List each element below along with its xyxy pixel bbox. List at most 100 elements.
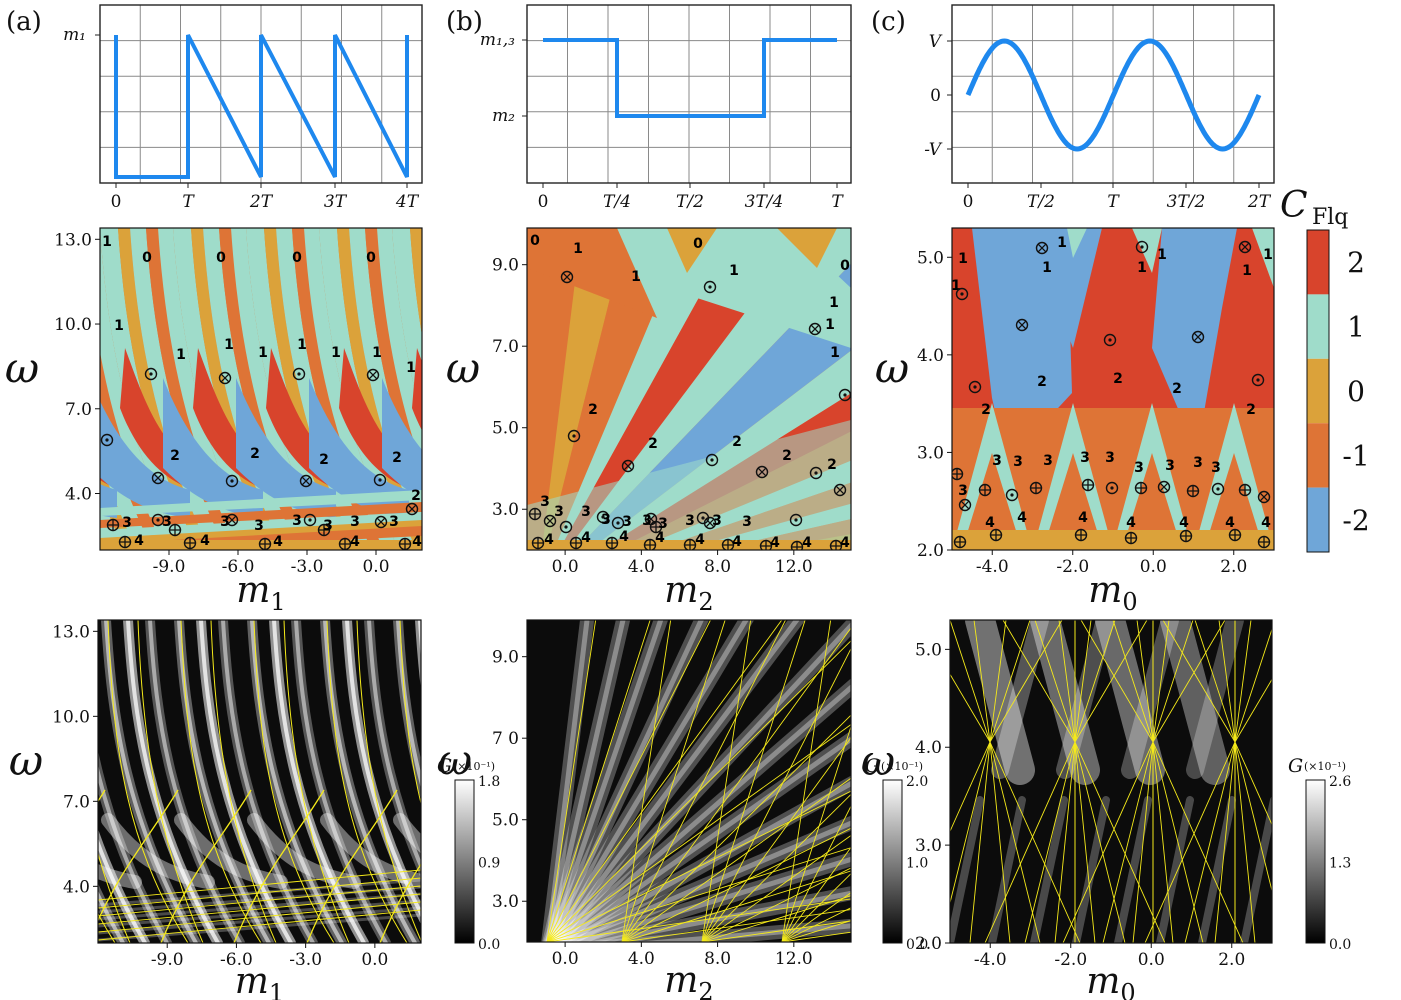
critical-line bbox=[989, 620, 1031, 743]
critical-line bbox=[180, 620, 262, 943]
critical-line bbox=[546, 724, 851, 942]
chern-number-label: 1 bbox=[1242, 263, 1252, 279]
conductance-colorbar-tick: 1.3 bbox=[1329, 856, 1351, 872]
y-tick-label: 7.0 bbox=[492, 337, 519, 357]
chern-number-label: 3 bbox=[292, 513, 302, 529]
chern-number-label: 1 bbox=[331, 345, 341, 361]
chern-number-label: 4 bbox=[273, 534, 283, 550]
phase-band bbox=[962, 453, 1022, 550]
critical-line bbox=[1058, 620, 1076, 743]
conductance-ridge bbox=[546, 620, 851, 942]
critical-line bbox=[546, 620, 783, 942]
critical-line bbox=[781, 805, 851, 942]
chirality-marker bbox=[611, 516, 625, 530]
conductance-ridge bbox=[541, 620, 595, 942]
plot-frame bbox=[526, 227, 852, 551]
phase-band bbox=[1043, 453, 1103, 550]
phase-band bbox=[304, 228, 399, 550]
conductance-ridge bbox=[98, 899, 421, 928]
chern-number-label: 3 bbox=[958, 483, 968, 499]
phase-band bbox=[163, 378, 263, 518]
chern-number-label: 0 bbox=[216, 250, 226, 266]
chern-number-label: 1 bbox=[102, 234, 112, 250]
chirality-marker bbox=[144, 367, 158, 381]
chern-number-label: 4 bbox=[770, 535, 780, 551]
x-tick-label: 4.0 bbox=[628, 949, 655, 969]
panel-label-a: (a) bbox=[6, 7, 42, 37]
conductance-colorbar-tick: 2.0 bbox=[906, 774, 928, 790]
x-tick-label: -3.0 bbox=[289, 950, 322, 970]
x-tick-label: -4.0 bbox=[974, 950, 1007, 970]
phase-band bbox=[1204, 453, 1264, 550]
chern-number-label: 1 bbox=[297, 337, 307, 353]
y-tick-label: m₁,₃ bbox=[480, 30, 515, 50]
chirality-cross bbox=[705, 518, 715, 528]
conductance-image bbox=[950, 620, 1272, 943]
x-tick-label: -6.0 bbox=[222, 557, 255, 577]
phase-band bbox=[1067, 228, 1087, 258]
chern-number-label: 3 bbox=[601, 512, 611, 528]
conductance-ridge bbox=[199, 620, 293, 943]
conductance-ridge bbox=[991, 620, 1049, 779]
chern-number-label: 2 bbox=[1172, 381, 1182, 397]
conductance-image bbox=[98, 620, 421, 943]
chirality-marker bbox=[1015, 318, 1029, 332]
phase-band bbox=[1122, 453, 1182, 550]
chirality-cross bbox=[1159, 482, 1169, 492]
plot-frame bbox=[526, 4, 852, 184]
chirality-marker bbox=[809, 466, 823, 480]
critical-line bbox=[98, 885, 421, 917]
chirality-plus bbox=[570, 537, 582, 549]
critical-line bbox=[1080, 620, 1154, 743]
chern-number-label: 1 bbox=[829, 295, 839, 311]
chern-number-label: 3 bbox=[658, 516, 668, 532]
chirality-dot bbox=[564, 525, 568, 529]
critical-line bbox=[621, 777, 851, 942]
critical-line bbox=[160, 789, 252, 943]
chern-number-label: 3 bbox=[350, 514, 360, 530]
chern-number-label: 1 bbox=[1057, 235, 1067, 251]
chirality-plus bbox=[952, 468, 963, 480]
conductance-ridge bbox=[571, 856, 851, 942]
critical-line bbox=[98, 789, 179, 922]
y-tick-label: 3.0 bbox=[917, 443, 944, 463]
critical-line bbox=[546, 620, 651, 942]
chern-number-label: 1 bbox=[958, 251, 968, 267]
critical-line bbox=[1074, 741, 1096, 943]
critical-line bbox=[1184, 741, 1236, 943]
chirality-marker bbox=[958, 498, 972, 512]
critical-line bbox=[98, 877, 421, 909]
chern-number-label: 4 bbox=[1179, 515, 1189, 531]
chern-number-label: 1 bbox=[631, 269, 641, 285]
x-tick-label: -9.0 bbox=[153, 557, 186, 577]
chirality-cross bbox=[623, 461, 633, 471]
conductance-ridge bbox=[552, 815, 851, 942]
critical-line bbox=[989, 741, 1081, 943]
chirality-cross bbox=[562, 272, 572, 282]
x-tick-label: -2.0 bbox=[1056, 557, 1089, 577]
conductance-ridge bbox=[1160, 620, 1230, 785]
chirality-marker bbox=[100, 433, 114, 447]
chirality-marker bbox=[299, 474, 313, 488]
critical-line bbox=[1234, 741, 1272, 893]
x-tick-label: T/2 bbox=[1027, 192, 1055, 212]
x-tick-label: 0.0 bbox=[1138, 950, 1165, 970]
x-tick-label: 8.0 bbox=[704, 949, 731, 969]
conductance-ridge bbox=[552, 621, 851, 942]
conductance-ridge bbox=[550, 775, 851, 942]
critical-line bbox=[701, 834, 851, 942]
chirality-cross bbox=[835, 485, 845, 495]
x-tick-label: 0.0 bbox=[552, 949, 579, 969]
chirality-cross bbox=[1037, 243, 1047, 253]
critical-line bbox=[210, 620, 277, 943]
conductance-ridge bbox=[1072, 796, 1110, 943]
chern-colorbar-tick: 1 bbox=[1347, 311, 1365, 344]
critical-line bbox=[701, 620, 806, 942]
chirality-marker bbox=[218, 371, 232, 385]
critical-line bbox=[98, 901, 421, 933]
critical-line bbox=[1034, 620, 1076, 743]
chirality-plus bbox=[990, 529, 1002, 541]
